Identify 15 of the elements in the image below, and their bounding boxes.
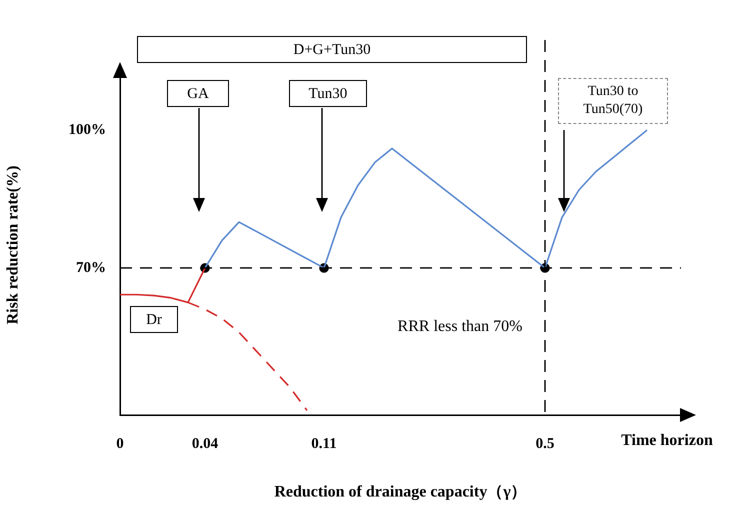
text: D+G+Tun30 xyxy=(137,36,527,63)
x-tick-label: 0.04 xyxy=(192,436,219,452)
x-tick-label: 0 xyxy=(116,436,124,452)
annotation: GA xyxy=(167,80,229,107)
x-tick-label: 0.11 xyxy=(311,436,337,452)
x-tick-label: 0.5 xyxy=(536,436,554,452)
y-axis-title: Risk reduction rate(%) xyxy=(4,166,22,324)
x-axis-title: Reduction of drainage capacity（γ） xyxy=(274,484,527,501)
y-tick-label: 70% xyxy=(76,260,106,276)
text: Time horizon xyxy=(620,432,714,451)
annotation: Tun30 to Tun50(70) xyxy=(558,78,668,124)
annotation: Tun30 xyxy=(289,80,367,107)
y-tick-label: 100% xyxy=(68,122,106,138)
annotation: RRR less than 70% xyxy=(396,318,524,337)
annotation: Dr xyxy=(130,306,178,333)
